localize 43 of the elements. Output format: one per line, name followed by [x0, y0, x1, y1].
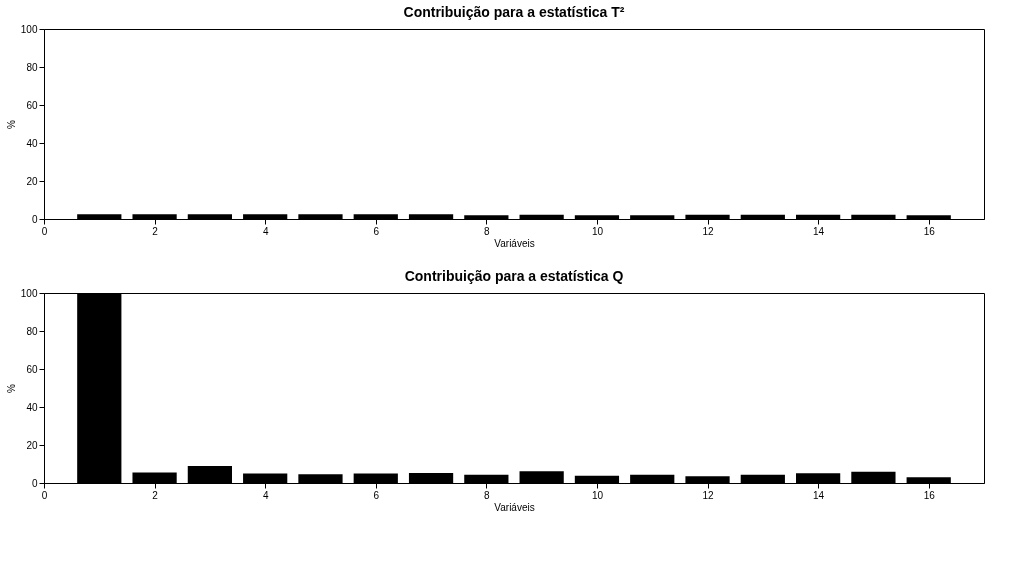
x-tick-label: 10 — [591, 489, 604, 501]
y-tick-label: 0 — [31, 213, 38, 225]
bar — [519, 471, 564, 483]
x-tick-label: 0 — [41, 225, 48, 237]
x-tick-label: 2 — [152, 489, 159, 501]
y-tick-label: 100 — [20, 23, 38, 35]
x-tick-label: 10 — [591, 225, 604, 237]
y-tick-label: 100 — [20, 287, 38, 299]
y-tick-label: 80 — [26, 325, 38, 337]
x-tick-label: 12 — [702, 225, 715, 237]
bar — [851, 471, 896, 483]
chart-title: Contribuição para a estatística T² — [403, 4, 625, 20]
y-tick-label: 80 — [26, 61, 38, 73]
x-tick-label: 16 — [923, 225, 936, 237]
x-tick-label: 2 — [152, 225, 159, 237]
x-tick-label: 6 — [373, 489, 380, 501]
bar — [740, 474, 785, 483]
x-tick-label: 8 — [484, 225, 491, 237]
x-tick-label: 0 — [41, 489, 48, 501]
x-tick-label: 14 — [813, 225, 825, 237]
x-axis-title: Variáveis — [494, 237, 535, 249]
x-tick-label: 16 — [923, 489, 936, 501]
x-axis-title: Variáveis — [494, 501, 535, 513]
y-tick-label: 0 — [31, 477, 38, 489]
bar — [187, 465, 232, 483]
y-axis-title: % — [5, 119, 17, 129]
y-tick-label: 40 — [26, 401, 38, 413]
x-tick-label: 6 — [373, 225, 380, 237]
x-tick-label: 14 — [813, 489, 825, 501]
y-tick-label: 60 — [26, 99, 38, 111]
bar — [298, 474, 343, 483]
chart-title: Contribuição para a estatística Q — [404, 268, 624, 284]
bar — [630, 474, 675, 483]
x-tick-label: 12 — [702, 489, 715, 501]
x-tick-label: 4 — [262, 225, 269, 237]
y-tick-label: 60 — [26, 363, 38, 375]
x-tick-label: 4 — [262, 489, 269, 501]
y-tick-label: 40 — [26, 137, 38, 149]
bar — [408, 472, 454, 483]
y-tick-label: 20 — [26, 175, 38, 187]
x-tick-label: 8 — [484, 489, 491, 501]
y-axis-title: % — [5, 383, 17, 393]
y-tick-label: 20 — [26, 439, 38, 451]
